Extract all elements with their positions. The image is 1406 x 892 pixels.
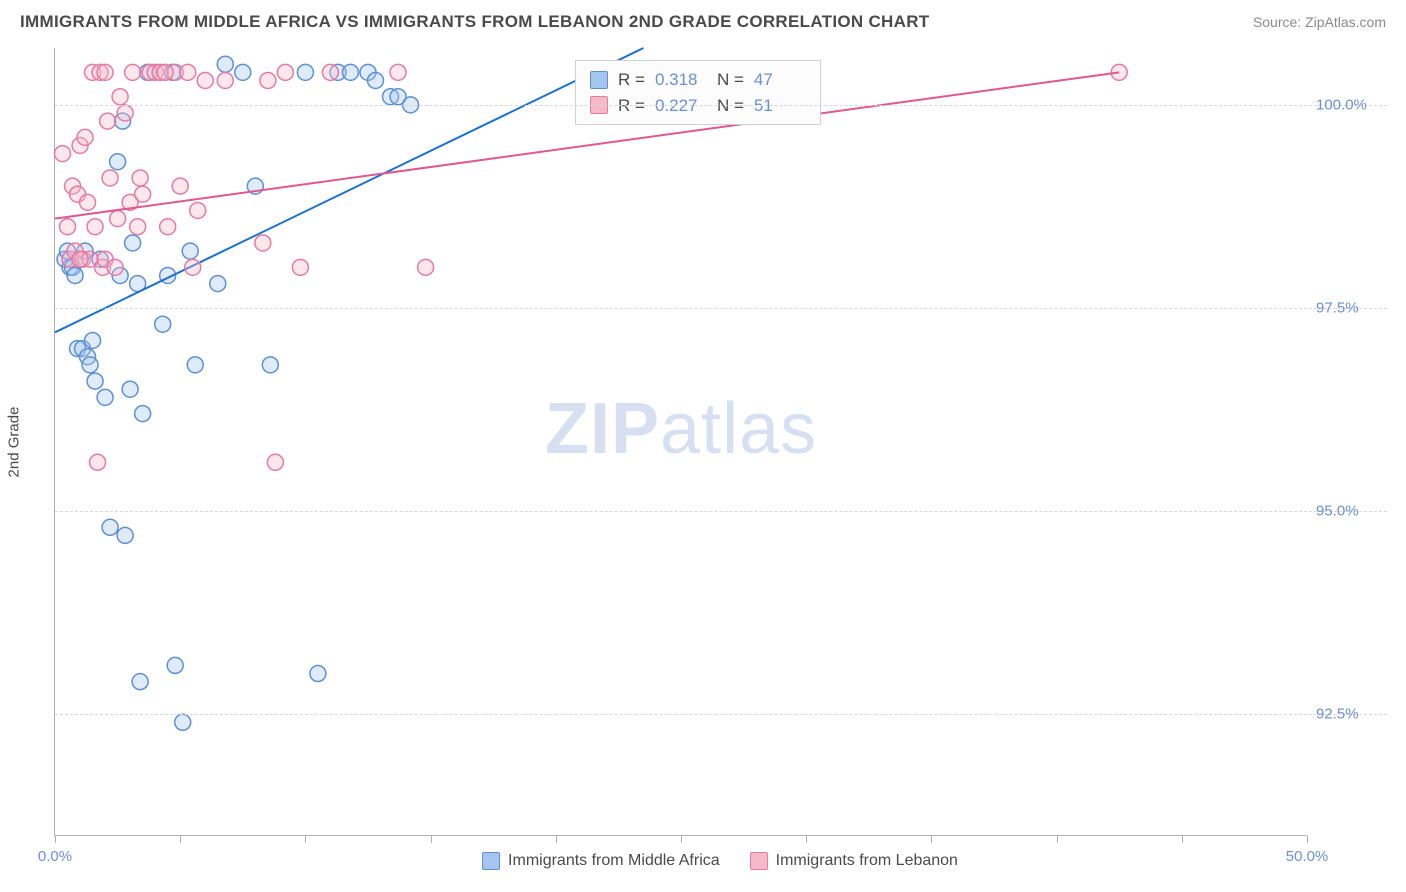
data-point [418, 259, 434, 275]
data-point [132, 674, 148, 690]
plot-area: ZIPatlas R = 0.318 N = 47 R = 0.227 N = … [54, 48, 1306, 836]
data-point [67, 267, 83, 283]
data-point [102, 519, 118, 535]
data-point [260, 72, 276, 88]
data-point [322, 64, 338, 80]
data-point [125, 64, 141, 80]
data-point [135, 186, 151, 202]
source-attribution: Source: ZipAtlas.com [1253, 14, 1386, 30]
data-point [85, 332, 101, 348]
data-point [122, 381, 138, 397]
x-tick [931, 835, 932, 843]
data-point [77, 129, 93, 145]
x-tick [1182, 835, 1183, 843]
data-point [110, 211, 126, 227]
data-point [117, 527, 133, 543]
y-tick-label: 92.5% [1316, 706, 1386, 723]
header: IMMIGRANTS FROM MIDDLE AFRICA VS IMMIGRA… [0, 0, 1406, 40]
series-swatch [590, 71, 608, 89]
data-point [210, 276, 226, 292]
series-swatch [750, 852, 768, 870]
data-point [277, 64, 293, 80]
info-row: R = 0.318 N = 47 [590, 67, 806, 93]
data-point [255, 235, 271, 251]
data-point [297, 64, 313, 80]
x-tick [1307, 835, 1308, 843]
data-point [72, 251, 88, 267]
data-point [167, 657, 183, 673]
data-point [55, 146, 71, 162]
data-point [87, 219, 103, 235]
x-tick [55, 835, 56, 843]
chart-title: IMMIGRANTS FROM MIDDLE AFRICA VS IMMIGRA… [20, 12, 929, 32]
data-point [182, 243, 198, 259]
gridline [55, 511, 1387, 512]
data-point [130, 219, 146, 235]
data-point [190, 202, 206, 218]
y-tick-label: 95.0% [1316, 503, 1386, 520]
x-tick [1057, 835, 1058, 843]
x-tick [681, 835, 682, 843]
data-point [217, 72, 233, 88]
data-point [292, 259, 308, 275]
gridline [55, 105, 1387, 106]
y-tick-label: 97.5% [1316, 299, 1386, 316]
data-point [187, 357, 203, 373]
data-point [110, 154, 126, 170]
data-point [197, 72, 213, 88]
data-point [87, 373, 103, 389]
data-point [172, 178, 188, 194]
data-point [80, 194, 96, 210]
data-point [235, 64, 251, 80]
data-point [155, 316, 171, 332]
y-tick-label: 100.0% [1316, 96, 1386, 113]
data-point [112, 89, 128, 105]
data-point [60, 219, 76, 235]
data-point [107, 259, 123, 275]
x-tick [305, 835, 306, 843]
data-point [97, 389, 113, 405]
data-point [100, 113, 116, 129]
data-point [310, 666, 326, 682]
series-swatch [482, 852, 500, 870]
gridline [55, 714, 1387, 715]
data-point [135, 406, 151, 422]
gridline [55, 308, 1387, 309]
data-point [160, 219, 176, 235]
scatter-svg [55, 48, 1307, 836]
legend: Immigrants from Middle Africa Immigrants… [482, 852, 958, 870]
chart-container: 2nd Grade ZIPatlas R = 0.318 N = 47 R = … [54, 48, 1386, 836]
data-point [102, 170, 118, 186]
data-point [368, 72, 384, 88]
legend-item: Immigrants from Lebanon [750, 852, 958, 870]
x-tick [556, 835, 557, 843]
x-tick [431, 835, 432, 843]
data-point [125, 235, 141, 251]
data-point [180, 64, 196, 80]
data-point [175, 714, 191, 730]
data-point [267, 454, 283, 470]
data-point [97, 64, 113, 80]
data-point [217, 56, 233, 72]
correlation-info-box: R = 0.318 N = 47 R = 0.227 N = 51 [575, 60, 821, 125]
data-point [157, 64, 173, 80]
x-tick-label: 0.0% [38, 848, 72, 865]
x-tick-label: 50.0% [1286, 848, 1329, 865]
data-point [82, 357, 98, 373]
x-tick [180, 835, 181, 843]
legend-item: Immigrants from Middle Africa [482, 852, 720, 870]
data-point [90, 454, 106, 470]
data-point [342, 64, 358, 80]
data-point [185, 259, 201, 275]
data-point [132, 170, 148, 186]
y-axis-label: 2nd Grade [6, 407, 23, 478]
data-point [262, 357, 278, 373]
data-point [390, 64, 406, 80]
data-point [117, 105, 133, 121]
x-tick [806, 835, 807, 843]
